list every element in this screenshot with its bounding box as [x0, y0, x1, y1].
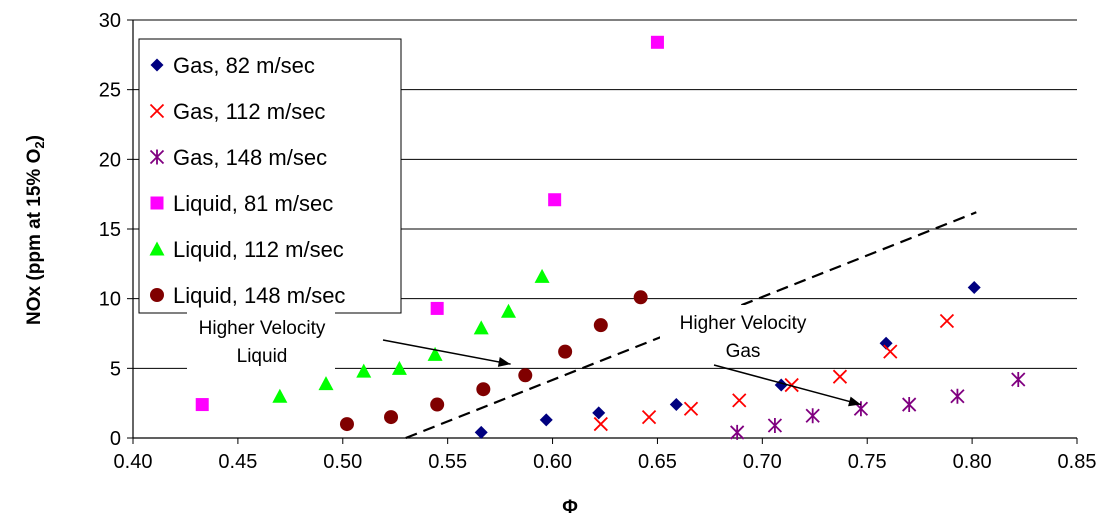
data-point-series-1	[883, 344, 898, 359]
data-point-series-2	[767, 417, 783, 433]
x-tick-label: 0.55	[428, 451, 467, 473]
data-point-series-5	[430, 397, 445, 412]
annotation-gas-line2: Gas	[726, 341, 761, 362]
x-tick-label: 0.45	[218, 451, 257, 473]
y-tick-label: 20	[99, 149, 121, 171]
data-point-series-0	[669, 398, 683, 412]
legend-marker-1	[149, 103, 165, 119]
data-point-series-5	[476, 382, 491, 397]
data-point-series-1	[593, 416, 608, 432]
annotation-liquid-arrow	[382, 339, 511, 365]
legend-label-0: Gas, 82 m/sec	[173, 53, 315, 78]
data-point-series-3	[650, 35, 664, 49]
data-point-series-2	[730, 424, 745, 440]
x-tick-label: 0.40	[114, 451, 153, 473]
legend-label-3: Liquid, 81 m/sec	[173, 191, 333, 216]
y-tick-label: 25	[99, 80, 121, 102]
legend: Gas, 82 m/sec Gas, 112 m/sec Gas, 148 m/se…	[149, 53, 345, 308]
data-point-series-5	[593, 318, 608, 333]
data-point-series-2	[1011, 371, 1026, 387]
data-point-series-4	[318, 376, 334, 391]
annotation-gas-arrow	[713, 364, 862, 406]
data-point-series-1	[784, 377, 799, 393]
x-tick-label: 0.65	[638, 451, 677, 473]
x-tick-label: 0.75	[848, 451, 887, 473]
data-point-series-1	[641, 409, 657, 425]
data-point-series-1	[683, 401, 699, 416]
y-tick-label: 30	[99, 10, 121, 32]
y-axis-title-main: NOx (ppm at 15% O	[24, 149, 45, 325]
y-tick-label: 15	[99, 219, 121, 241]
legend-label-2: Gas, 148 m/sec	[173, 145, 327, 170]
data-points	[195, 35, 1026, 440]
annotation-gas-arrowhead	[848, 396, 861, 407]
data-point-series-4	[356, 363, 372, 378]
data-point-series-3	[195, 398, 209, 412]
y-axis-title-subscript: 2	[32, 141, 47, 148]
data-point-series-4	[473, 320, 489, 335]
data-point-series-3	[548, 193, 562, 207]
data-point-series-4	[534, 268, 550, 283]
x-tick-label: 0.80	[953, 451, 992, 473]
x-tick-label: 0.50	[323, 451, 362, 473]
annotation-gas-line1: Higher Velocity	[680, 313, 807, 334]
data-point-series-5	[384, 410, 399, 425]
data-point-series-2	[950, 388, 965, 404]
data-point-series-0	[474, 425, 488, 439]
legend-label-1: Gas, 112 m/sec	[173, 99, 325, 124]
legend-label-4: Liquid, 112 m/sec	[173, 237, 344, 262]
data-point-series-2	[805, 408, 820, 424]
x-axis-title: Φ	[562, 497, 578, 518]
data-point-series-4	[427, 346, 443, 361]
annotation-liquid-bg	[187, 312, 335, 370]
annotation-liquid-arrowhead	[497, 357, 511, 367]
data-point-series-3	[430, 301, 444, 315]
data-point-series-0	[539, 413, 553, 427]
y-tick-label: 0	[110, 428, 121, 450]
x-tick-label: 0.70	[743, 451, 782, 473]
data-point-series-5	[518, 368, 533, 383]
data-point-series-0	[592, 406, 606, 420]
y-axis-title-tail: )	[24, 135, 45, 141]
legend-box	[138, 38, 402, 314]
y-tick-label: 10	[99, 289, 121, 311]
legend-label-5: Liquid, 148 m/sec	[173, 283, 345, 308]
data-point-series-5	[339, 417, 354, 432]
y-axis-title: NOx (ppm at 15% O2)	[24, 135, 47, 325]
legend-marker-3	[150, 196, 164, 210]
data-point-series-1	[832, 369, 848, 384]
data-point-series-5	[558, 344, 573, 359]
x-tick-label: 0.85	[1058, 451, 1097, 473]
annotation-liquid-line2: Liquid	[237, 346, 288, 367]
legend-marker-2	[149, 149, 165, 165]
data-point-series-2	[902, 397, 917, 413]
legend-marker-5	[150, 288, 164, 302]
data-point-series-1	[732, 393, 747, 408]
data-point-series-5	[633, 290, 648, 305]
data-point-series-1	[939, 313, 955, 329]
data-point-series-0	[967, 281, 981, 295]
annotation-liquid-line1: Higher Velocity	[199, 318, 326, 339]
legend-marker-4	[149, 241, 165, 256]
data-point-series-4	[391, 360, 407, 375]
data-point-series-4	[272, 388, 288, 403]
y-axis-ticks: 0 5 10 15 20 25 30	[99, 10, 133, 450]
y-tick-label: 5	[110, 358, 121, 380]
legend-marker-0	[150, 58, 164, 72]
x-tick-label: 0.60	[533, 451, 572, 473]
data-point-series-4	[501, 303, 517, 318]
data-point-series-0	[879, 336, 893, 350]
annotation-gas-bg	[660, 305, 810, 365]
x-axis-ticks: 0.40 0.45 0.50 0.55 0.60 0.65 0.70 0.75 0.80 0.85	[114, 438, 1097, 473]
